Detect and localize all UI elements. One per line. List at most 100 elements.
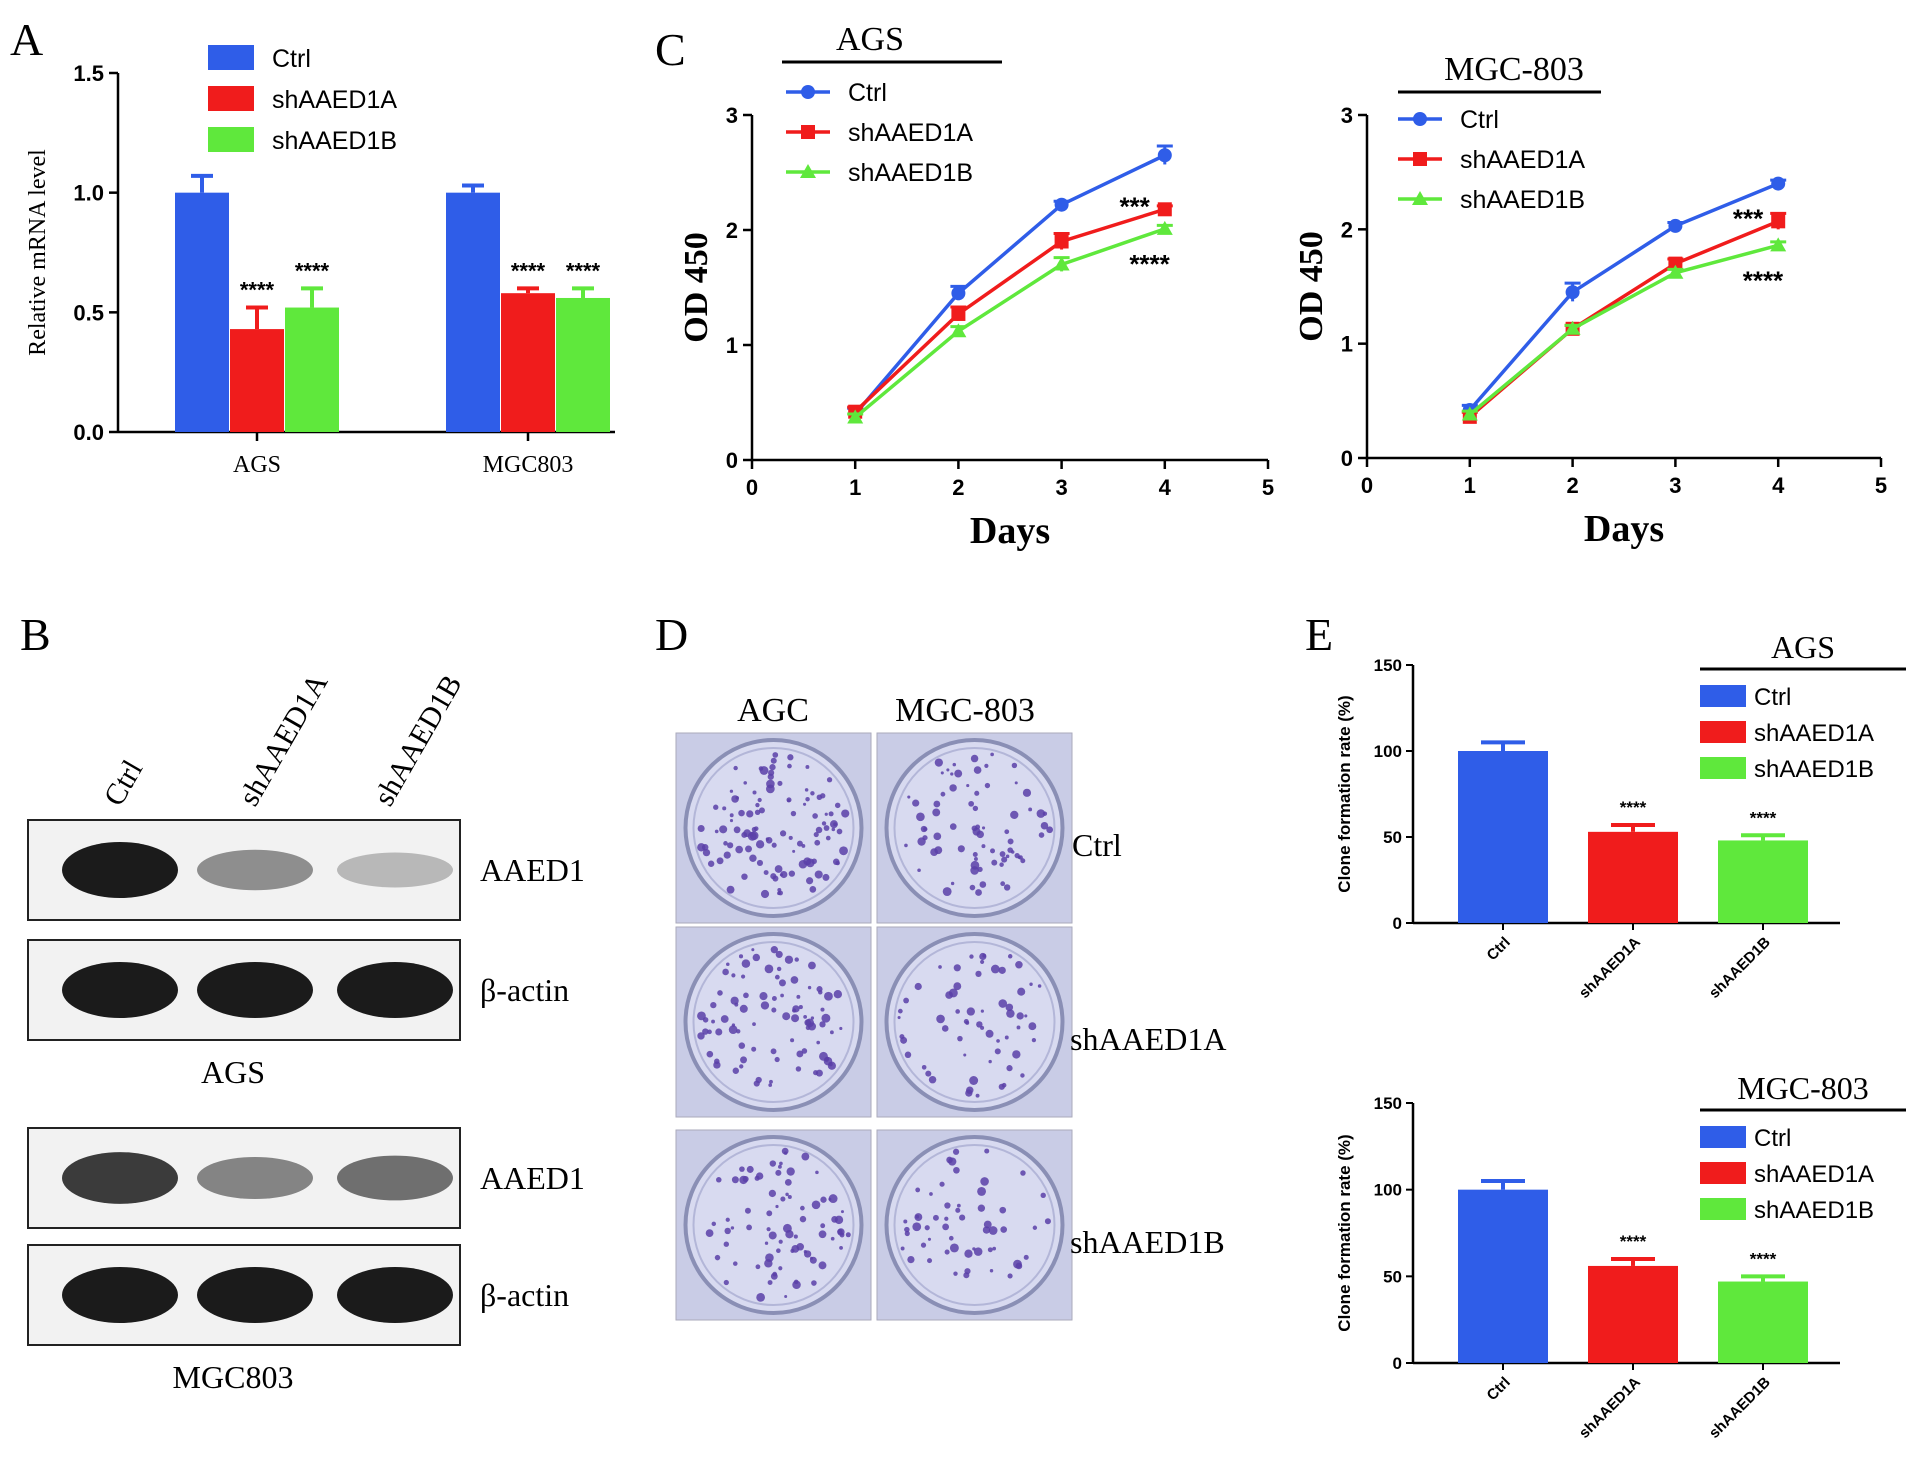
colony-dot [790, 1248, 795, 1253]
colony-dot [811, 1280, 817, 1286]
colony-dot [755, 802, 760, 808]
y-axis-label: Relative mRNA level [25, 149, 51, 356]
colony-dot [897, 1008, 903, 1014]
colony-dot [1000, 1226, 1008, 1233]
colony-dot [723, 1279, 729, 1286]
colony-dot [973, 766, 982, 774]
colony-dot [790, 1038, 795, 1043]
panel-c-ags-line-chart: 0 1 2 3 0 1 2 3 4 5 Days OD 450 AGS Ctrl shAAED1A shAAE… [678, 21, 1274, 552]
colony-dot [900, 1246, 905, 1251]
colony-dot [756, 859, 764, 866]
colony-dot [783, 1151, 788, 1155]
colony-dot [957, 845, 965, 853]
colony-dot [729, 789, 734, 793]
colony-dot [969, 884, 976, 891]
bar-Ctrl [175, 192, 229, 432]
colony-dot [845, 1232, 851, 1238]
y-tick-label: 1.5 [73, 61, 104, 86]
cell-line-label: MGC803 [173, 1359, 294, 1395]
x-tick-label: MGC803 [483, 452, 574, 478]
colony-dot [706, 1050, 714, 1058]
blot-band [337, 962, 453, 1018]
panel-letter-a: A [10, 14, 43, 65]
colony-dot [1004, 1035, 1009, 1040]
colony-dot [769, 1079, 773, 1084]
colony-dot [811, 858, 817, 864]
bar-shAAED1A [230, 329, 284, 432]
colony-dot [841, 809, 850, 818]
band-label: β-actin [480, 972, 569, 1008]
y-tick-label: 3 [726, 103, 738, 128]
colony-dot [728, 1025, 738, 1035]
y-tick-label: 1 [1341, 332, 1353, 357]
petri-dish-rim [893, 747, 1056, 909]
colony-dot [907, 795, 911, 799]
lane-label: Ctrl [97, 755, 149, 812]
x-tick-label: 4 [1159, 475, 1172, 500]
legend-label: Ctrl [848, 79, 887, 107]
colony-dot [920, 1242, 927, 1248]
legend-label: shAAED1B [848, 159, 973, 187]
colony-dot [764, 1241, 769, 1245]
colony-dot [729, 819, 734, 823]
x-tick-label: 1 [1464, 473, 1476, 498]
colony-dot [942, 1223, 950, 1231]
data-point [1565, 285, 1580, 300]
panel-letter-d: D [655, 609, 688, 660]
y-axis-label: OD 450 [678, 232, 715, 343]
colony-dot [972, 1247, 976, 1251]
colony-dot [735, 845, 744, 854]
colony-dot [809, 1256, 817, 1264]
data-point [1053, 256, 1070, 271]
colony-dot [716, 857, 724, 865]
blot-band [197, 849, 313, 891]
colony-dot [794, 957, 799, 962]
data-point [1157, 202, 1172, 217]
colony-dot [722, 806, 727, 811]
petri-dish-rim [893, 941, 1056, 1103]
colony-dot [977, 1186, 987, 1196]
colony-dot [1046, 826, 1054, 834]
colony-dot [780, 993, 784, 998]
colony-dot [707, 860, 715, 867]
data-point [1156, 220, 1173, 235]
colony-dot [987, 1247, 993, 1253]
colony-dot [780, 870, 788, 879]
colony-dot [980, 1009, 984, 1013]
colony-dot [963, 1272, 970, 1279]
colony-dot [998, 966, 1006, 974]
colony-dot [1007, 1273, 1013, 1279]
colony-dot [744, 1207, 751, 1214]
colony-dot [810, 791, 815, 796]
x-tick-label: Ctrl [1484, 934, 1514, 964]
bar-shAAED1A [1588, 1265, 1678, 1363]
colony-dot [990, 848, 996, 854]
colony-dot [948, 988, 958, 998]
colony-dot [915, 1214, 920, 1219]
colony-dot [970, 866, 979, 875]
blot-band [337, 1267, 453, 1323]
colony-dot [785, 1192, 789, 1197]
colony-dot [713, 804, 719, 810]
colony-dot [804, 788, 809, 792]
colony-dot [1028, 807, 1033, 812]
colony-dot [999, 851, 1006, 857]
colony-dot [768, 1231, 777, 1240]
colony-dot [823, 825, 830, 831]
colony-dot [949, 823, 957, 830]
y-tick-label: 3 [1341, 103, 1353, 128]
panel-letter-c: C [655, 24, 686, 75]
colony-dot [824, 812, 828, 816]
blot-band [197, 962, 313, 1018]
colony-dot [1006, 1065, 1013, 1072]
significance-label: **** [1743, 265, 1784, 295]
colony-dot [711, 1019, 715, 1024]
colony-dot [928, 1075, 937, 1084]
colony-dot [810, 1016, 815, 1020]
colony-dot [743, 992, 749, 999]
colony-dot [1007, 838, 1014, 845]
colony-dot [979, 881, 987, 888]
panel-a-bar-chart: 0.0 0.5 1.0 1.5 Relative mRNA level AGS **** **… [25, 45, 615, 478]
bar-shAAED1A [501, 293, 555, 432]
colony-dot [729, 813, 734, 818]
